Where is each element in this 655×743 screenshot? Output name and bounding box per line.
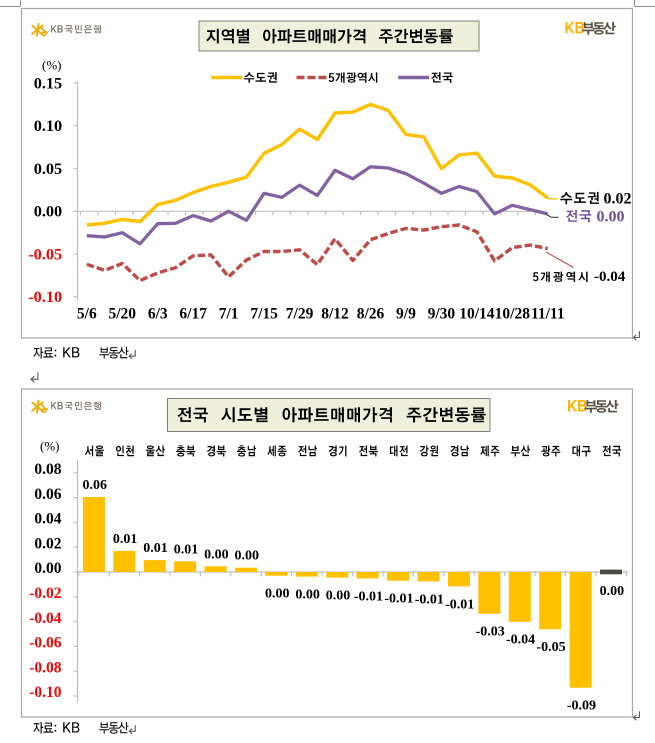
svg-text:0.00: 0.00 — [235, 549, 260, 564]
svg-text:6/3: 6/3 — [148, 305, 168, 322]
svg-text:0.01: 0.01 — [113, 532, 138, 547]
svg-text:-0.01: -0.01 — [384, 592, 413, 607]
svg-text:-0.04: -0.04 — [506, 633, 535, 648]
svg-text:0.10: 0.10 — [34, 116, 63, 135]
svg-text:0.06: 0.06 — [82, 478, 107, 493]
svg-text:-0.09: -0.09 — [567, 699, 596, 714]
svg-text:-0.01: -0.01 — [445, 597, 474, 612]
svg-text:0.00: 0.00 — [295, 587, 320, 602]
svg-text:-0.01: -0.01 — [354, 589, 383, 604]
svg-text:7/15: 7/15 — [250, 305, 278, 322]
svg-text:7/29: 7/29 — [286, 305, 314, 322]
svg-text:8/12: 8/12 — [321, 305, 349, 322]
svg-text:0.01: 0.01 — [143, 541, 168, 556]
svg-text:-0.01: -0.01 — [415, 592, 444, 607]
svg-text:-0.03: -0.03 — [476, 625, 505, 640]
svg-text:6/17: 6/17 — [179, 305, 207, 322]
svg-text:(%): (%) — [42, 58, 62, 73]
svg-text:5/20: 5/20 — [108, 305, 136, 322]
svg-text:0.00: 0.00 — [204, 547, 229, 562]
svg-text:-0.05: -0.05 — [536, 640, 565, 655]
svg-text:0.04: 0.04 — [34, 511, 61, 528]
svg-text:(%): (%) — [40, 438, 60, 453]
svg-text:0.00: 0.00 — [600, 584, 625, 599]
svg-text:0.00: 0.00 — [597, 208, 625, 225]
svg-text:0.08: 0.08 — [34, 461, 61, 478]
svg-text:0.01: 0.01 — [174, 542, 199, 557]
svg-text:10/14: 10/14 — [459, 305, 495, 322]
svg-text:-0.10: -0.10 — [28, 287, 62, 306]
svg-text:7/1: 7/1 — [219, 305, 239, 322]
svg-text:5/6: 5/6 — [77, 305, 97, 322]
svg-text:-0.10: -0.10 — [29, 684, 62, 701]
svg-text:0.00: 0.00 — [34, 202, 63, 221]
svg-text:10/28: 10/28 — [495, 305, 531, 322]
svg-text:9/9: 9/9 — [396, 305, 416, 322]
svg-text:0.00: 0.00 — [34, 560, 61, 577]
svg-text:0.06: 0.06 — [34, 486, 61, 503]
svg-text:-0.06: -0.06 — [29, 635, 62, 652]
svg-text:0.00: 0.00 — [326, 588, 351, 603]
svg-text:0.05: 0.05 — [34, 159, 63, 178]
svg-text:-0.08: -0.08 — [29, 659, 62, 676]
svg-text:-0.04: -0.04 — [29, 610, 62, 627]
svg-text:-0.05: -0.05 — [28, 244, 62, 263]
svg-text:8/26: 8/26 — [357, 305, 385, 322]
svg-text:-0.02: -0.02 — [29, 585, 62, 602]
svg-text:0.02: 0.02 — [604, 190, 632, 207]
svg-text:0.02: 0.02 — [34, 535, 61, 552]
svg-text:11/11: 11/11 — [531, 305, 565, 322]
svg-text:0.00: 0.00 — [265, 587, 290, 602]
svg-text:0.15: 0.15 — [34, 73, 63, 92]
svg-text:9/30: 9/30 — [428, 305, 456, 322]
svg-text:-0.04: -0.04 — [594, 269, 626, 285]
